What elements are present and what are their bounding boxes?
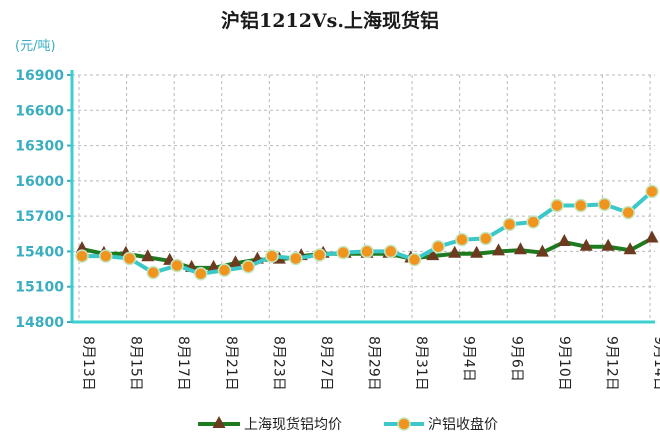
y-axis-unit-label: (元/吨) bbox=[15, 39, 56, 54]
data-point-triangle bbox=[513, 242, 527, 255]
data-point-circle bbox=[170, 258, 184, 273]
data-point-triangle bbox=[426, 248, 440, 261]
data-point-triangle bbox=[448, 245, 462, 258]
data-point-triangle bbox=[207, 259, 221, 272]
data-point-circle bbox=[360, 244, 374, 259]
data-point-circle bbox=[265, 249, 279, 263]
axes bbox=[67, 70, 655, 324]
data-point-circle bbox=[312, 248, 327, 262]
x-tick-label: 8月29日 bbox=[366, 336, 382, 391]
data-point-triangle bbox=[492, 243, 506, 256]
data-point-circle bbox=[645, 184, 659, 199]
data-point-circle bbox=[336, 245, 350, 260]
data-point-triangle bbox=[228, 255, 242, 268]
y-tick-label: 16900 bbox=[15, 68, 64, 84]
x-tick-label: 8月31日 bbox=[413, 336, 429, 391]
data-point-circle bbox=[502, 217, 517, 232]
y-tick-label: 14800 bbox=[15, 315, 64, 331]
data-point-circle bbox=[241, 259, 255, 274]
legend: 上海现货铝均价 沪铝收盘价 bbox=[198, 416, 498, 432]
x-tick-label: 9月14日 bbox=[651, 336, 660, 391]
x-tick-label: 8月27日 bbox=[318, 336, 334, 391]
y-tick-label: 16600 bbox=[15, 103, 64, 119]
x-tick-label: 8月23日 bbox=[270, 336, 286, 391]
data-point-triangle bbox=[579, 238, 593, 251]
x-tick-label: 9月12日 bbox=[603, 336, 619, 391]
data-point-circle bbox=[407, 252, 422, 267]
data-point-triangle bbox=[470, 245, 484, 258]
x-tick-label: 8月13日 bbox=[80, 336, 96, 391]
data-point-circle bbox=[75, 249, 89, 263]
data-point-circle bbox=[99, 249, 113, 263]
data-point-circle bbox=[194, 267, 208, 281]
legend-label: 沪铝收盘价 bbox=[428, 416, 498, 432]
data-point-triangle bbox=[645, 230, 659, 243]
data-point-circle bbox=[621, 205, 635, 220]
data-point-circle bbox=[597, 197, 612, 212]
data-point-triangle bbox=[623, 242, 637, 255]
data-point-triangle bbox=[141, 249, 155, 262]
data-point-circle bbox=[526, 215, 540, 229]
data-point-triangle bbox=[557, 234, 571, 247]
data-point-triangle bbox=[75, 241, 89, 254]
y-tick-label: 15700 bbox=[15, 209, 64, 225]
legend-marker-circle bbox=[397, 417, 411, 431]
data-point-circle bbox=[550, 198, 564, 213]
data-point-triangle bbox=[535, 244, 549, 257]
x-tick-label: 9月10日 bbox=[556, 336, 572, 391]
y-tick-label: 15100 bbox=[15, 280, 64, 296]
series-layer bbox=[75, 184, 659, 281]
legend-marker-triangle bbox=[212, 416, 226, 428]
data-point-circle bbox=[217, 263, 232, 277]
grid-lines bbox=[72, 74, 655, 323]
x-tick-label: 9月4日 bbox=[461, 336, 477, 382]
data-point-circle bbox=[289, 251, 303, 266]
x-tick-label: 9月6日 bbox=[508, 336, 524, 382]
legend-label: 上海现货铝均价 bbox=[244, 416, 342, 432]
x-tick-label: 8月17日 bbox=[175, 336, 191, 391]
y-tick-label: 16300 bbox=[15, 139, 64, 155]
y-tick-labels: 14800 15100 15400 15700 16000 16300 16600 16900 bbox=[15, 68, 64, 331]
y-tick-label: 16000 bbox=[15, 174, 64, 190]
y-tick-label: 15400 bbox=[15, 244, 64, 260]
data-point-circle bbox=[146, 265, 160, 280]
data-point-triangle bbox=[601, 238, 615, 251]
data-point-circle bbox=[431, 239, 445, 254]
data-point-circle bbox=[455, 232, 469, 247]
data-point-circle bbox=[479, 231, 493, 246]
chart-title: 沪铝1212Vs.上海现货铝 bbox=[221, 9, 439, 32]
x-tick-label: 8月15日 bbox=[128, 336, 144, 391]
data-point-circle bbox=[384, 244, 398, 259]
x-tick-label: 8月21日 bbox=[223, 336, 239, 391]
data-point-circle bbox=[122, 251, 137, 266]
data-point-circle bbox=[574, 198, 588, 213]
x-tick-labels: 8月13日 8月15日 8月17日 8月21日 8月23日 8月27日 8月29日 8月31日… bbox=[80, 336, 660, 391]
